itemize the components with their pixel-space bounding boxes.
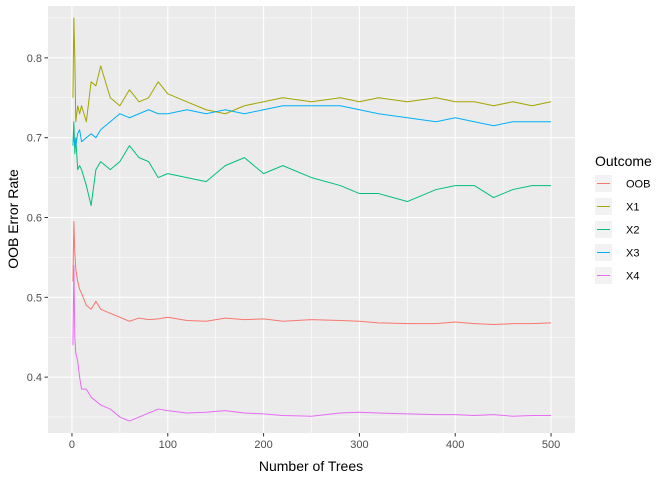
y-axis-ticks: 0.4 0.5 0.6 0.7 0.8 (27, 53, 48, 384)
legend-items: OOB X1 X2 X3 X4 (595, 175, 650, 284)
series-lines (72, 17, 552, 422)
y-tick-label-2: 0.6 (27, 213, 42, 225)
legend-title: Outcome (595, 153, 652, 169)
series-line-oob (72, 221, 552, 325)
y-tick-label-1: 0.5 (27, 292, 42, 304)
x-axis-ticks: 0 100 200 300 400 500 (69, 433, 560, 451)
legend-label-x3: X3 (626, 248, 639, 260)
legend: Outcome OOB X1 X2 X3 X4 (595, 153, 652, 284)
y-tick-label-0: 0.4 (27, 372, 42, 384)
series-line-x2 (72, 121, 552, 207)
series-line-x1 (72, 17, 552, 123)
legend-label-x4: X4 (626, 271, 639, 283)
series-line-x3 (72, 105, 552, 147)
x-tick-label-100: 100 (159, 439, 177, 451)
minor-gridlines (48, 6, 575, 433)
major-gridlines (48, 6, 575, 433)
legend-label-oob: OOB (626, 179, 650, 191)
series-line-x4 (72, 264, 552, 422)
y-tick-label-4: 0.8 (27, 53, 42, 65)
legend-label-x1: X1 (626, 202, 639, 214)
legend-label-x2: X2 (626, 225, 639, 237)
y-tick-label-3: 0.7 (27, 133, 42, 145)
x-axis-title: Number of Trees (259, 458, 363, 474)
x-tick-label-200: 200 (254, 439, 272, 451)
x-tick-label-300: 300 (350, 439, 368, 451)
y-axis-title: OOB Error Rate (5, 169, 21, 269)
x-tick-label-400: 400 (446, 439, 464, 451)
x-tick-label-500: 500 (542, 439, 560, 451)
x-tick-label-0: 0 (69, 439, 75, 451)
